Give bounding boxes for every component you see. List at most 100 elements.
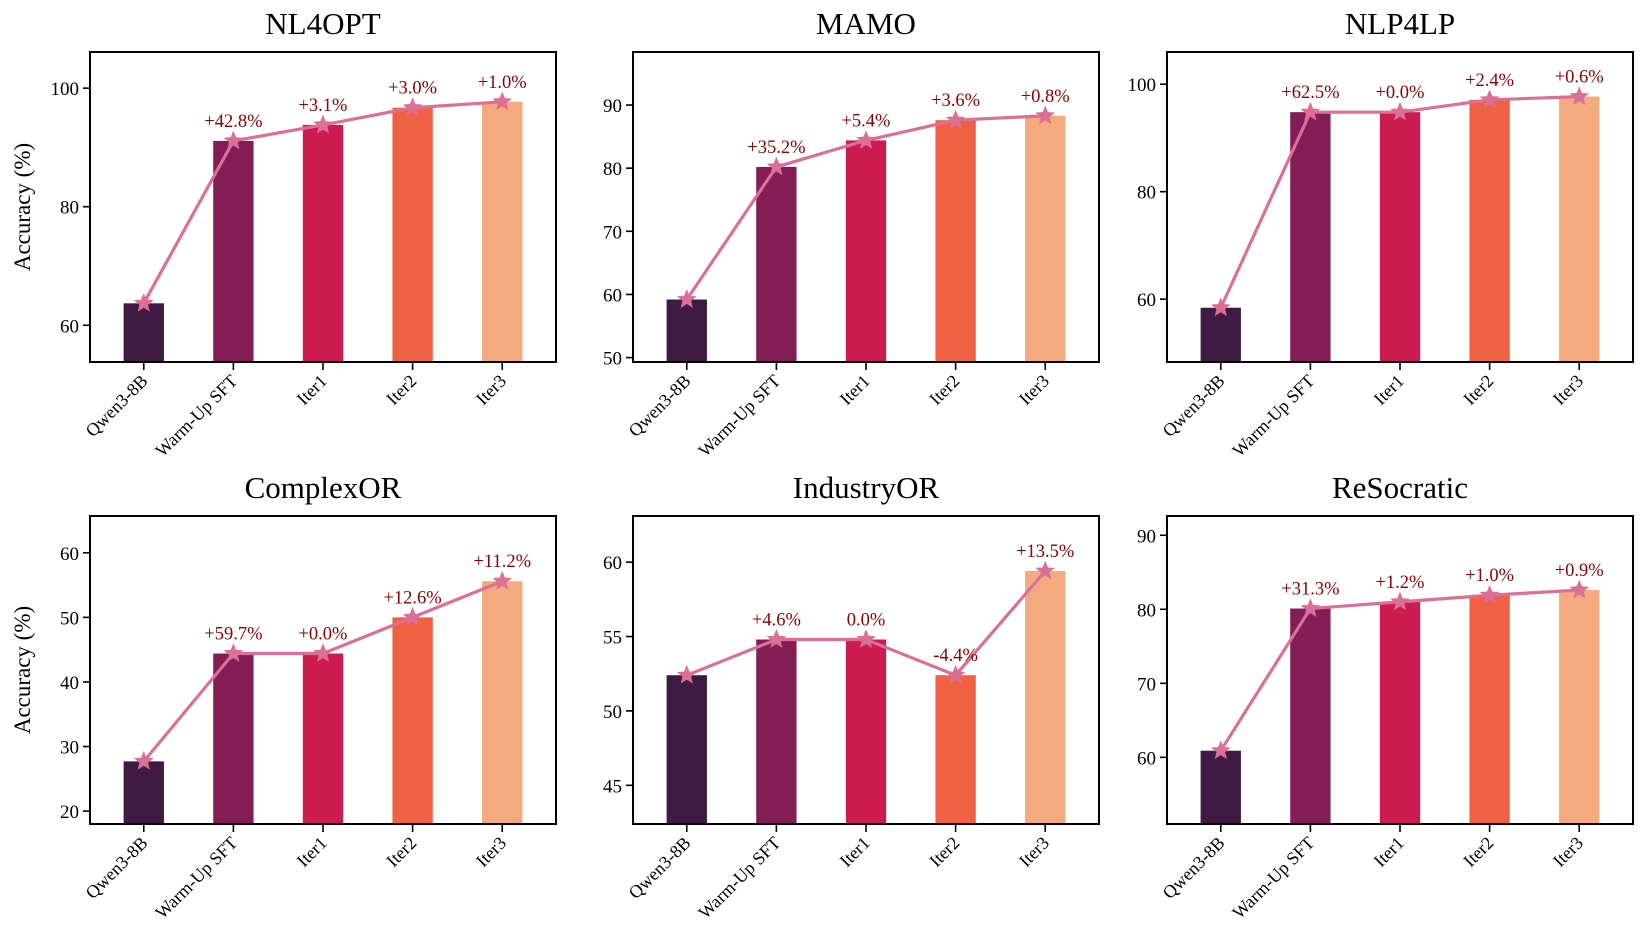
bar-iter3 <box>482 581 523 824</box>
bar-iter2 <box>935 120 976 362</box>
y-tick-label: 90 <box>603 96 622 117</box>
star-marker <box>1479 584 1500 604</box>
y-tick-label: 100 <box>1128 75 1157 96</box>
y-tick-label: 30 <box>60 738 79 759</box>
improvement-label: 0.0% <box>847 610 886 630</box>
star-marker <box>313 643 333 662</box>
bar-iter3 <box>1025 115 1066 362</box>
chart-panel-industryor: IndustryOR +4.6% 0.0% -4.4% +13.5% 45 50 55 60 Qw… <box>603 470 1100 923</box>
x-tick-label: Qwen3-8B <box>1159 371 1229 441</box>
x-tick-label: Qwen3-8B <box>82 371 152 441</box>
y-tick-label: 45 <box>603 776 622 797</box>
x-tick-label: Iter2 <box>1459 833 1497 871</box>
bar-iter3 <box>1559 96 1600 363</box>
chart-title: NL4OPT <box>265 6 380 41</box>
y-tick-label: 60 <box>60 316 79 337</box>
x-tick-label: Iter3 <box>1549 833 1587 871</box>
star-marker <box>313 114 333 134</box>
star-marker <box>1035 105 1056 125</box>
bar-iter2 <box>935 675 976 824</box>
bar-qwen3-8b <box>666 675 707 824</box>
improvement-label: +42.8% <box>204 112 262 132</box>
bar-qwen3-8b <box>666 299 707 362</box>
star-marker <box>856 629 876 648</box>
x-tick-label: Iter2 <box>382 371 420 409</box>
improvement-label: +3.6% <box>931 91 980 111</box>
star-marker <box>1300 598 1321 617</box>
y-tick-label: 60 <box>1137 290 1156 311</box>
x-tick-label: Iter1 <box>293 833 331 871</box>
chart-title: ReSocratic <box>1332 470 1468 505</box>
improvement-label: +31.3% <box>1281 580 1339 600</box>
improvement-label: +3.0% <box>388 79 437 99</box>
star-marker <box>1390 591 1410 611</box>
x-tick-label: Iter2 <box>925 371 963 409</box>
x-tick-label: Iter1 <box>836 833 874 871</box>
star-marker <box>766 156 787 176</box>
x-tick-label: Iter3 <box>1549 371 1587 409</box>
chart-panel-mamo: MAMO +35.2% +5.4% +3.6% +0.8% 50 60 70 80 90 Qwen3… <box>603 6 1100 461</box>
y-tick-label: 60 <box>603 285 622 306</box>
chart-panel-nl4opt: NL4OPT Accuracy (%) +42.8% +3.1% +3.0% +1.0% 6… <box>10 6 557 461</box>
improvement-label: +12.6% <box>383 588 441 608</box>
star-marker <box>133 292 154 312</box>
bar-iter3 <box>1025 571 1066 824</box>
star-marker <box>492 570 513 590</box>
star-marker <box>223 643 244 662</box>
chart-panel-nlp4lp: NLP4LP +62.5% +0.0% +2.4% +0.6% 60 80 100 Qwen3-… <box>1128 6 1634 461</box>
chart-title: NLP4LP <box>1345 6 1455 41</box>
star-marker <box>492 91 513 111</box>
improvement-label: +2.4% <box>1465 71 1514 91</box>
bar-iter2 <box>392 617 433 824</box>
x-tick-label: Iter3 <box>1015 833 1053 871</box>
bar-qwen3-8b <box>123 761 164 824</box>
improvement-label: +0.8% <box>1021 87 1070 107</box>
y-tick-label: 70 <box>603 222 622 243</box>
bar-iter1 <box>302 124 344 362</box>
y-tick-label: 100 <box>51 79 80 100</box>
x-tick-label: Iter3 <box>1015 371 1053 409</box>
star-marker <box>133 751 154 770</box>
y-tick-label: 50 <box>603 702 622 723</box>
y-axis-label: Accuracy (%) <box>10 143 35 271</box>
x-tick-label: Warm-Up SFT <box>694 371 784 461</box>
chart-panel-complexor: ComplexOR Accuracy (%) +59.7% +0.0% +12.6% +1… <box>10 470 557 923</box>
star-marker <box>1210 740 1231 760</box>
x-tick-label: Iter3 <box>472 371 510 409</box>
x-tick-label: Iter3 <box>472 833 510 871</box>
improvement-label: +1.0% <box>1465 566 1514 586</box>
y-tick-label: 40 <box>60 673 79 694</box>
improvement-label: +13.5% <box>1016 542 1074 562</box>
bar-iter2 <box>1469 595 1510 824</box>
star-marker <box>676 664 697 684</box>
improvement-label: +0.0% <box>1376 83 1425 103</box>
x-tick-label: Qwen3-8B <box>1159 833 1229 903</box>
y-tick-label: 90 <box>1137 526 1156 547</box>
y-tick-label: 80 <box>1137 600 1156 621</box>
star-marker <box>945 109 966 129</box>
x-tick-label: Iter1 <box>1370 371 1408 409</box>
improvement-label: +0.6% <box>1555 68 1604 88</box>
star-marker <box>1300 101 1321 121</box>
bar-iter2 <box>1469 99 1510 363</box>
bar-qwen3-8b <box>1200 750 1241 824</box>
x-tick-label: Iter2 <box>382 833 420 871</box>
y-tick-label: 60 <box>603 553 622 574</box>
x-tick-label: Warm-Up SFT <box>1228 371 1318 461</box>
star-marker <box>402 97 423 117</box>
star-marker <box>1035 560 1056 580</box>
y-tick-label: 20 <box>60 802 79 823</box>
bar-warm-up-sft <box>213 140 254 362</box>
improvement-label: +1.2% <box>1376 573 1425 593</box>
y-tick-label: 55 <box>603 628 622 649</box>
star-marker <box>766 629 787 648</box>
y-tick-label: 50 <box>603 349 622 370</box>
bar-iter2 <box>392 107 433 363</box>
bar-iter1 <box>302 653 344 824</box>
improvement-label: +3.1% <box>299 96 348 116</box>
improvement-label: +1.0% <box>478 73 527 93</box>
improvement-label: +11.2% <box>473 552 531 572</box>
bar-iter1 <box>1379 112 1421 362</box>
x-tick-label: Iter1 <box>1370 833 1408 871</box>
star-marker <box>402 607 423 626</box>
